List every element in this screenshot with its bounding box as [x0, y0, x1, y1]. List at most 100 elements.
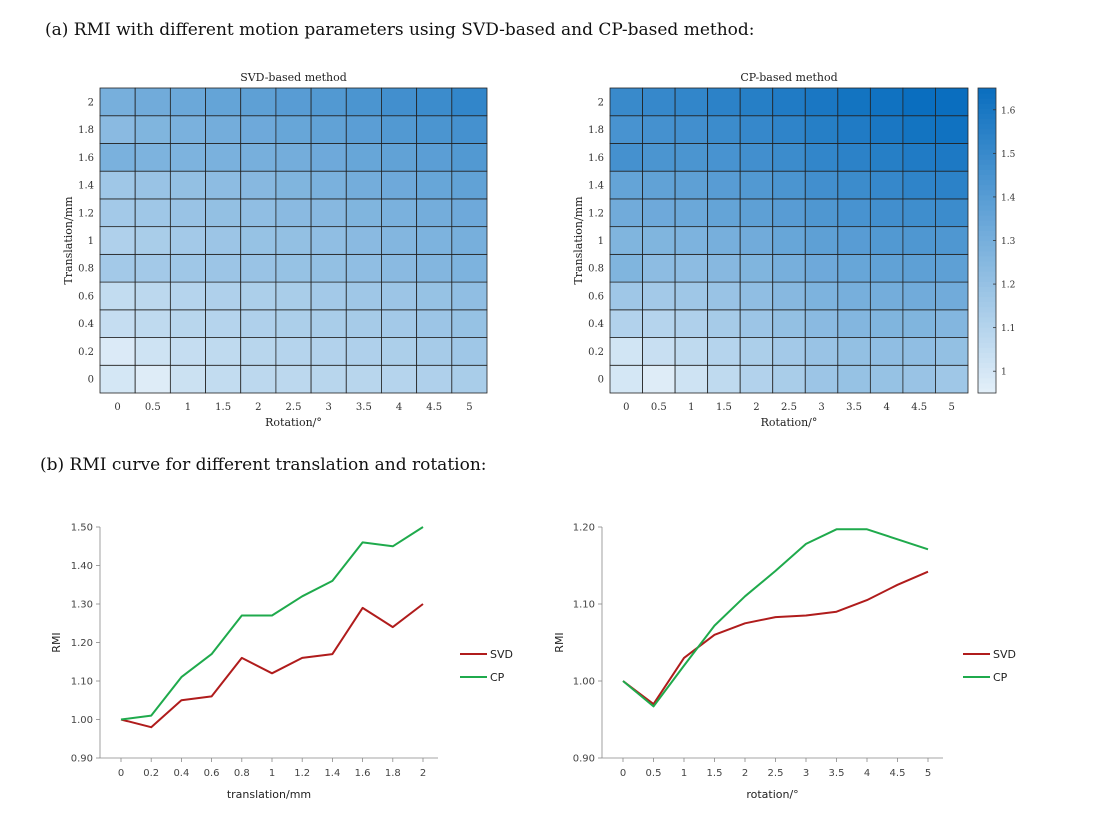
- cp-heatmap-xtick: 3.5: [846, 402, 862, 413]
- cp-heatmap-xtick: 4.5: [911, 402, 927, 413]
- cp-heatmap-ytick: 2: [598, 97, 604, 108]
- colorbar-segment: [978, 342, 996, 348]
- rotation-xlabel: rotation/°: [746, 788, 798, 801]
- svd-heatmap-cell: [416, 87, 453, 117]
- rotation-ytick-label: 1.00: [573, 677, 595, 688]
- cp-heatmap-cell: [804, 309, 839, 338]
- svd-heatmap-cell: [451, 170, 488, 200]
- cp-heatmap-cell: [707, 226, 741, 255]
- cp-heatmap-cell: [609, 226, 643, 255]
- cp-heatmap-cell: [674, 253, 709, 283]
- cp-heatmap-cell: [772, 337, 806, 366]
- cp-heatmap-cell: [902, 337, 936, 366]
- svd-heatmap-xtick: 2: [255, 402, 261, 413]
- colorbar-segment: [978, 103, 996, 109]
- cp-heatmap-cell: [869, 115, 904, 144]
- cp-heatmap-cell: [902, 309, 936, 338]
- cp-heatmap-cell: [935, 281, 969, 311]
- cp-heatmap-cell: [869, 143, 904, 172]
- svd-heatmap-cell: [381, 143, 418, 172]
- cp-heatmap-ytick: 1: [598, 236, 604, 247]
- cp-heatmap-cell: [804, 253, 839, 283]
- svd-heatmap-cell: [381, 281, 418, 311]
- colorbar-segment: [978, 215, 996, 221]
- rotation-xtick-label: 3.5: [829, 768, 845, 779]
- cp-heatmap-xtick: 0: [623, 402, 629, 413]
- svd-heatmap-cell: [99, 87, 136, 117]
- rotation-xtick-label: 2: [742, 768, 748, 779]
- cp-heatmap-cell: [739, 309, 774, 338]
- cp-heatmap-cell: [642, 143, 676, 172]
- cp-heatmap-cell: [642, 281, 676, 311]
- colorbar-segment: [978, 306, 996, 313]
- cp-heatmap-cell: [707, 364, 741, 394]
- colorbar-segment: [978, 159, 996, 165]
- svd-heatmap-cell: [134, 170, 171, 200]
- svd-heatmap-cell: [169, 143, 206, 172]
- cp-heatmap-cell: [739, 253, 774, 283]
- svd-heatmap-cell: [169, 253, 206, 283]
- colorbar-segment: [978, 357, 996, 364]
- svd-heatmap-xtick: 4: [396, 402, 402, 413]
- svd-heatmap-cell: [451, 198, 488, 228]
- cp-heatmap-cell: [772, 115, 806, 144]
- svd-heatmap-cell: [240, 170, 277, 200]
- cp-heatmap-ytick: 0.6: [588, 291, 604, 302]
- svd-heatmap-cell: [310, 143, 347, 172]
- svd-heatmap-cell: [345, 170, 382, 200]
- rotation-xtick-label: 0.5: [646, 768, 662, 779]
- cp-heatmap-cell: [837, 309, 871, 338]
- cp-heatmap-cell: [739, 198, 774, 228]
- svd-heatmap-cell: [381, 198, 418, 228]
- colorbar-segment: [978, 332, 996, 338]
- translation-xtick-label: 1: [269, 768, 275, 779]
- cp-heatmap-xtick: 0.5: [651, 402, 667, 413]
- svd-heatmap-cell: [99, 143, 136, 172]
- translation-series-svd-line: [120, 603, 424, 729]
- cp-heatmap-cell: [869, 198, 904, 228]
- colorbar-segment: [978, 281, 996, 287]
- svd-heatmap-cell: [205, 115, 242, 144]
- svd-heatmap-cell: [345, 198, 382, 228]
- cp-heatmap-cell: [902, 364, 936, 394]
- svd-heatmap-cell: [99, 170, 136, 200]
- svd-heatmap-cell: [345, 143, 382, 172]
- translation-ytick-label: 1.20: [71, 638, 93, 649]
- svd-heatmap-cell: [240, 115, 277, 144]
- translation-xtick-label: 1.2: [294, 768, 310, 779]
- cp-heatmap-cell: [935, 87, 969, 117]
- colorbar-segment: [978, 220, 996, 226]
- svd-heatmap-cell: [240, 337, 277, 366]
- translation-xtick-label: 1.4: [324, 768, 340, 779]
- cp-heatmap-cell: [739, 115, 774, 144]
- colorbar-segment: [978, 255, 996, 262]
- svd-heatmap-cell: [416, 281, 453, 311]
- cp-heatmap-cell: [935, 143, 969, 172]
- svd-heatmap-cell: [451, 226, 488, 255]
- cp-heatmap-cell: [935, 115, 969, 144]
- colorbar-tick-label: 1.1: [1001, 324, 1015, 334]
- translation-xtick-label: 1.8: [385, 768, 401, 779]
- cp-heatmap-cell: [674, 309, 709, 338]
- svd-heatmap-cell: [310, 364, 347, 394]
- svd-heatmap-cell: [134, 198, 171, 228]
- colorbar-segment: [978, 108, 996, 115]
- cp-heatmap-cell: [837, 337, 871, 366]
- svd-heatmap-ytick: 0: [88, 375, 94, 386]
- svd-heatmap-xtick: 0: [114, 402, 120, 413]
- cp-heatmap-cell: [935, 198, 969, 228]
- colorbar-segment: [978, 98, 996, 104]
- colorbar-tick-label: 1.4: [1001, 193, 1016, 203]
- cp-heatmap-ytick: 1.8: [588, 125, 604, 136]
- svd-heatmap-cell: [169, 226, 206, 255]
- cp-heatmap-cell: [837, 87, 871, 117]
- svd-heatmap-cell: [416, 170, 453, 200]
- cp-heatmap-cell: [772, 364, 806, 394]
- colorbar-segment: [978, 245, 996, 252]
- cp-heatmap-cell: [642, 87, 676, 117]
- svd-heatmap-cell: [275, 115, 312, 144]
- svd-heatmap-cell: [345, 87, 382, 117]
- colorbar-segment: [978, 230, 996, 237]
- rotation-xtick-label: 4.5: [890, 768, 906, 779]
- cp-heatmap-cell: [609, 337, 643, 366]
